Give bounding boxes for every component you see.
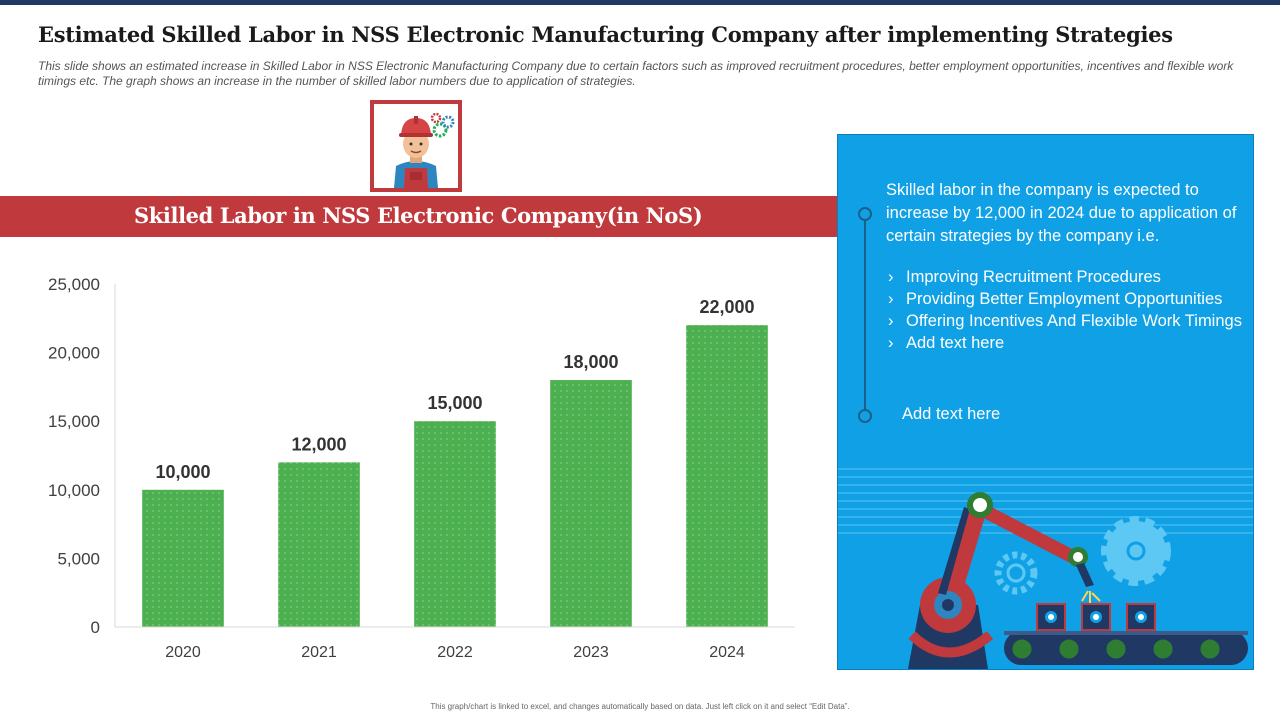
y-tick-label: 25,000 <box>48 275 100 294</box>
timeline-dot-bottom <box>858 409 872 423</box>
y-tick-label: 20,000 <box>48 344 100 363</box>
strategy-list: Improving Recruitment Procedures Providi… <box>886 266 1246 354</box>
bar-2023 <box>550 380 632 627</box>
chart-title-banner: Skilled Labor in NSS Electronic Company(… <box>0 196 838 237</box>
strategy-item: Providing Better Employment Opportunitie… <box>886 288 1246 310</box>
strategy-item: Improving Recruitment Procedures <box>886 266 1246 288</box>
worker-image-frame <box>370 100 462 192</box>
info-intro-text: Skilled labor in the company is expected… <box>886 181 1237 245</box>
bar-2021 <box>278 462 360 627</box>
data-label-2021: 12,000 <box>291 434 346 454</box>
info-extra-text: Add text here <box>902 405 1001 423</box>
data-label-2024: 22,000 <box>699 297 754 317</box>
timeline-dot-top <box>858 207 872 221</box>
y-tick-label: 15,000 <box>48 412 100 431</box>
info-panel: Skilled labor in the company is expected… <box>837 134 1254 670</box>
y-tick-label: 0 <box>91 618 100 637</box>
bars: 10,000 12,000 15,000 18,000 22,000 <box>142 297 768 627</box>
timeline-line <box>864 215 866 417</box>
x-tick-label: 2023 <box>573 644 609 661</box>
x-tick-label: 2020 <box>165 644 201 661</box>
worker-icon <box>394 112 455 188</box>
x-axis: 2020 2021 2022 2023 2024 <box>115 626 795 661</box>
data-label-2022: 15,000 <box>427 393 482 413</box>
y-tick-label: 5,000 <box>57 549 100 568</box>
banner-title: Skilled Labor in NSS Electronic Company(… <box>134 203 703 228</box>
robot-arm-icon <box>838 468 1253 669</box>
footer-note: This graph/chart is linked to excel, and… <box>430 702 850 711</box>
skilled-labor-bar-chart: 0 5,000 10,000 15,000 20,000 25,000 10,000 12,… <box>48 275 795 661</box>
data-label-2020: 10,000 <box>155 462 210 482</box>
bar-2024 <box>686 325 768 627</box>
x-tick-label: 2021 <box>301 644 337 661</box>
strategy-item: Add text here <box>886 332 1246 354</box>
top-accent-strip <box>0 0 1280 5</box>
bar-2022 <box>414 421 496 627</box>
strategy-item: Offering Incentives And Flexible Work Ti… <box>886 310 1246 332</box>
page-title: Estimated Skilled Labor in NSS Electroni… <box>38 22 1173 47</box>
page-subtitle: This slide shows an estimated increase i… <box>38 59 1234 88</box>
data-label-2023: 18,000 <box>563 352 618 372</box>
x-tick-label: 2024 <box>709 644 745 661</box>
bar-2020 <box>142 489 224 627</box>
y-axis: 0 5,000 10,000 15,000 20,000 25,000 <box>48 275 116 637</box>
y-tick-label: 10,000 <box>48 481 100 500</box>
x-tick-label: 2022 <box>437 644 473 661</box>
